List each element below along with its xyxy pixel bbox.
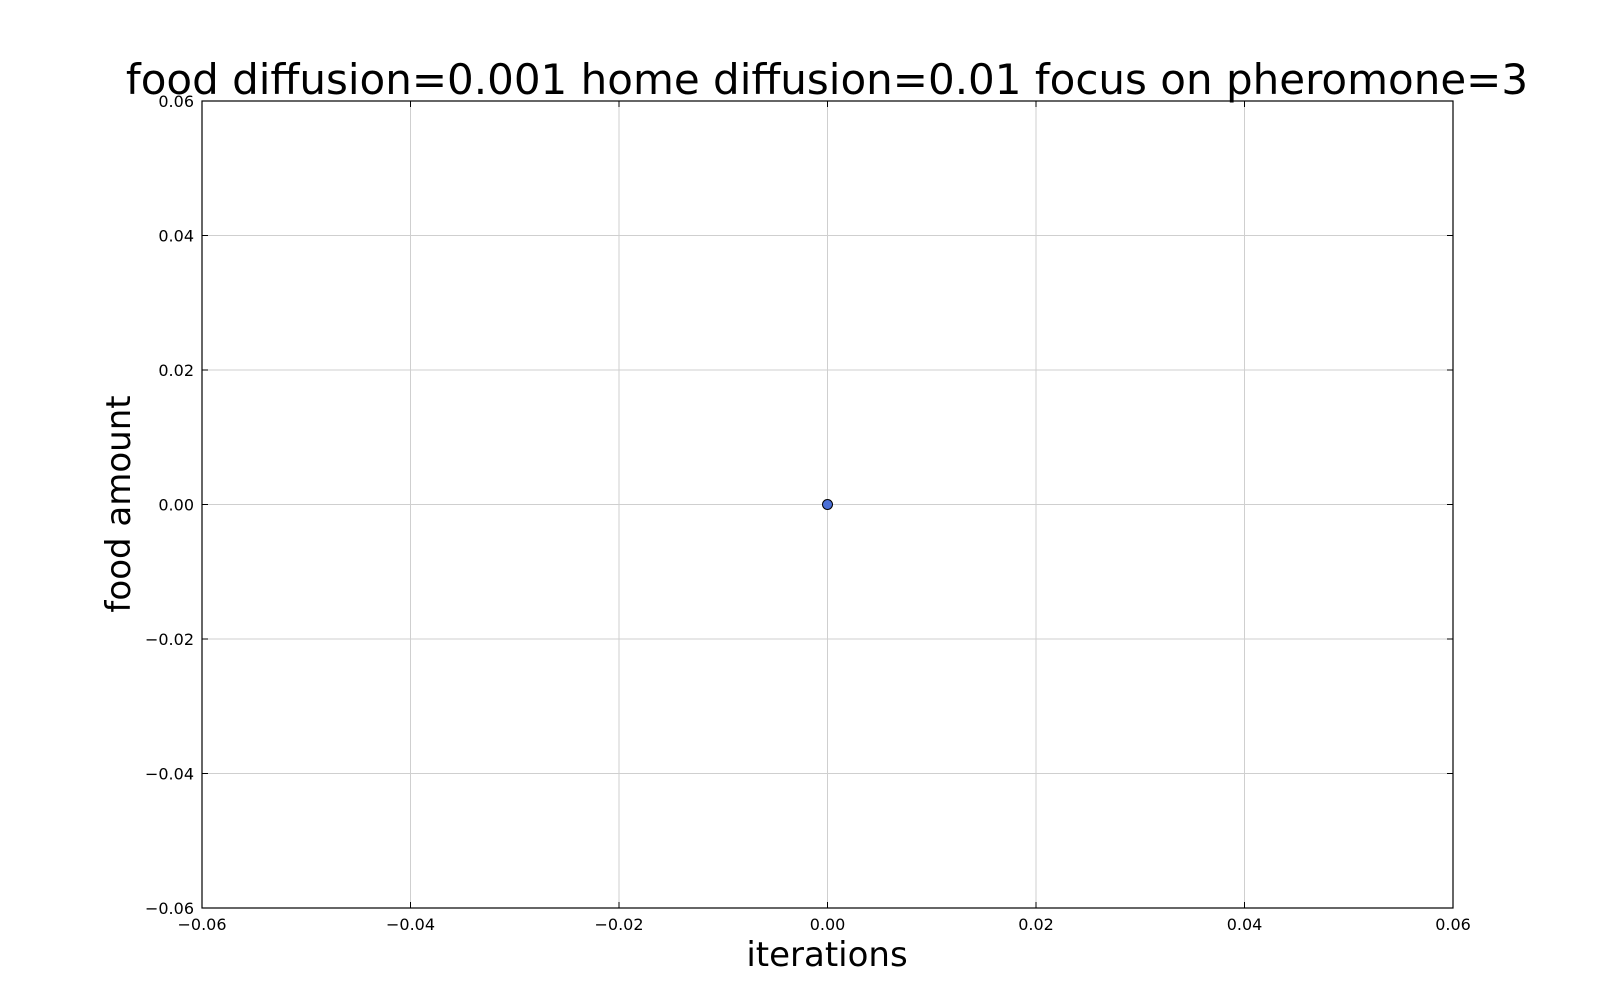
x-tick-label: 0.06 bbox=[1435, 915, 1471, 934]
x-tick-label: −0.04 bbox=[386, 915, 435, 934]
x-tick-label: 0.02 bbox=[1018, 915, 1054, 934]
chart-title: food diffusion=0.001 home diffusion=0.01… bbox=[126, 55, 1528, 104]
axis-ticks: −0.06 −0.04 −0.02 0.00 0.02 0.04 0.06 −0.06 −0.0… bbox=[145, 92, 1471, 934]
x-tick-label: 0.04 bbox=[1227, 915, 1263, 934]
x-tick-label: −0.06 bbox=[177, 915, 226, 934]
x-axis-label: iterations bbox=[746, 935, 907, 975]
y-tick-label: 0.04 bbox=[158, 227, 194, 246]
y-tick-label: −0.06 bbox=[145, 899, 194, 918]
y-tick-label: −0.04 bbox=[145, 765, 194, 784]
y-tick-label: 0.00 bbox=[158, 496, 194, 515]
scatter-point bbox=[822, 499, 833, 510]
data-points bbox=[822, 499, 833, 510]
y-tick-label: 0.06 bbox=[158, 92, 194, 111]
y-tick-label: 0.02 bbox=[158, 361, 194, 380]
x-tick-label: −0.02 bbox=[594, 915, 643, 934]
y-tick-label: −0.02 bbox=[145, 630, 194, 649]
y-axis-label: food amount bbox=[99, 395, 139, 612]
x-tick-label: 0.00 bbox=[810, 915, 846, 934]
